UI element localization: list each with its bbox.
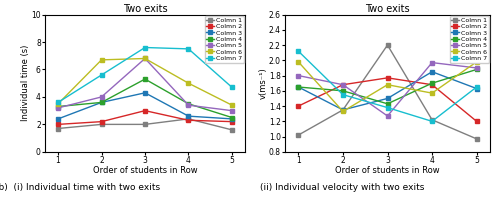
Colmn 7 (384, 106, 390, 109)
Colmn 4 (340, 90, 346, 92)
Colmn 4 (229, 116, 235, 119)
Colmn 7 (55, 101, 61, 104)
Y-axis label: v(ms⁻¹): v(ms⁻¹) (258, 67, 268, 99)
Line: Colmn 4: Colmn 4 (56, 77, 234, 120)
Title: Two exits: Two exits (122, 4, 168, 14)
Colmn 1 (429, 119, 435, 121)
Line: Colmn 5: Colmn 5 (56, 56, 234, 113)
Colmn 3 (98, 101, 104, 104)
Colmn 5 (340, 83, 346, 86)
X-axis label: Order of students in Row: Order of students in Row (335, 166, 440, 175)
X-axis label: Order of students in Row: Order of students in Row (92, 166, 198, 175)
Line: Colmn 4: Colmn 4 (296, 67, 478, 106)
Colmn 4 (384, 103, 390, 105)
Colmn 2 (229, 120, 235, 123)
Colmn 5 (186, 104, 192, 106)
Colmn 2 (429, 83, 435, 86)
Line: Colmn 1: Colmn 1 (296, 43, 478, 141)
Colmn 3 (340, 109, 346, 111)
Colmn 5 (296, 74, 302, 77)
Colmn 2 (474, 120, 480, 123)
Colmn 2 (142, 109, 148, 112)
Colmn 3 (474, 87, 480, 90)
Text: (b)  (i) Individual time with two exits: (b) (i) Individual time with two exits (0, 183, 160, 192)
Colmn 5 (229, 109, 235, 112)
Colmn 7 (296, 50, 302, 52)
Colmn 7 (98, 74, 104, 76)
Colmn 6 (98, 59, 104, 61)
Colmn 4 (429, 82, 435, 84)
Line: Colmn 5: Colmn 5 (296, 61, 478, 118)
Colmn 4 (474, 68, 480, 71)
Colmn 1 (296, 134, 302, 136)
Colmn 7 (142, 46, 148, 49)
Colmn 6 (296, 61, 302, 63)
Colmn 2 (186, 119, 192, 121)
Colmn 4 (142, 78, 148, 80)
Y-axis label: Individual time (s): Individual time (s) (21, 45, 30, 121)
Colmn 1 (142, 123, 148, 126)
Line: Colmn 6: Colmn 6 (56, 56, 234, 107)
Colmn 6 (429, 92, 435, 94)
Line: Colmn 3: Colmn 3 (56, 91, 234, 121)
Colmn 4 (186, 103, 192, 105)
Colmn 3 (384, 97, 390, 100)
Colmn 6 (340, 110, 346, 113)
Colmn 1 (229, 129, 235, 131)
Colmn 2 (55, 123, 61, 126)
Colmn 6 (55, 103, 61, 105)
Colmn 3 (55, 118, 61, 120)
Colmn 1 (384, 44, 390, 46)
Colmn 1 (55, 127, 61, 130)
Line: Colmn 6: Colmn 6 (296, 60, 478, 114)
Colmn 1 (474, 138, 480, 140)
Colmn 7 (186, 48, 192, 50)
Line: Colmn 2: Colmn 2 (296, 76, 478, 123)
Colmn 5 (55, 107, 61, 109)
Line: Colmn 1: Colmn 1 (56, 117, 234, 132)
Colmn 4 (296, 86, 302, 88)
Legend: Colmn 1, Colmn 2, Colmn 3, Colmn 4, Colmn 5, Colmn 6, Colmn 7: Colmn 1, Colmn 2, Colmn 3, Colmn 4, Colm… (204, 16, 244, 63)
Colmn 5 (384, 115, 390, 117)
Title: Two exits: Two exits (365, 4, 410, 14)
Line: Colmn 7: Colmn 7 (56, 45, 234, 104)
Colmn 3 (142, 92, 148, 94)
Colmn 5 (142, 57, 148, 60)
Colmn 2 (384, 77, 390, 79)
Colmn 6 (229, 104, 235, 106)
Colmn 2 (340, 83, 346, 86)
Colmn 3 (186, 115, 192, 117)
Text: (ii) Individual velocity with two exits: (ii) Individual velocity with two exits (260, 183, 424, 192)
Colmn 7 (474, 86, 480, 88)
Colmn 5 (429, 61, 435, 64)
Colmn 6 (142, 57, 148, 60)
Colmn 2 (296, 105, 302, 107)
Colmn 6 (186, 82, 192, 84)
Colmn 6 (384, 83, 390, 86)
Colmn 5 (474, 67, 480, 69)
Colmn 3 (296, 86, 302, 88)
Colmn 3 (429, 71, 435, 73)
Colmn 7 (429, 120, 435, 123)
Colmn 4 (55, 105, 61, 108)
Colmn 1 (186, 118, 192, 120)
Line: Colmn 7: Colmn 7 (296, 49, 478, 123)
Colmn 5 (98, 96, 104, 98)
Line: Colmn 2: Colmn 2 (56, 109, 234, 126)
Colmn 2 (98, 120, 104, 123)
Colmn 7 (340, 93, 346, 96)
Colmn 1 (340, 109, 346, 111)
Colmn 3 (229, 118, 235, 120)
Legend: Colmn 1, Colmn 2, Colmn 3, Colmn 4, Colmn 5, Colmn 6, Colmn 7: Colmn 1, Colmn 2, Colmn 3, Colmn 4, Colm… (450, 16, 489, 63)
Colmn 6 (474, 61, 480, 63)
Line: Colmn 3: Colmn 3 (296, 70, 478, 112)
Colmn 7 (229, 86, 235, 89)
Colmn 1 (98, 123, 104, 126)
Colmn 4 (98, 101, 104, 104)
